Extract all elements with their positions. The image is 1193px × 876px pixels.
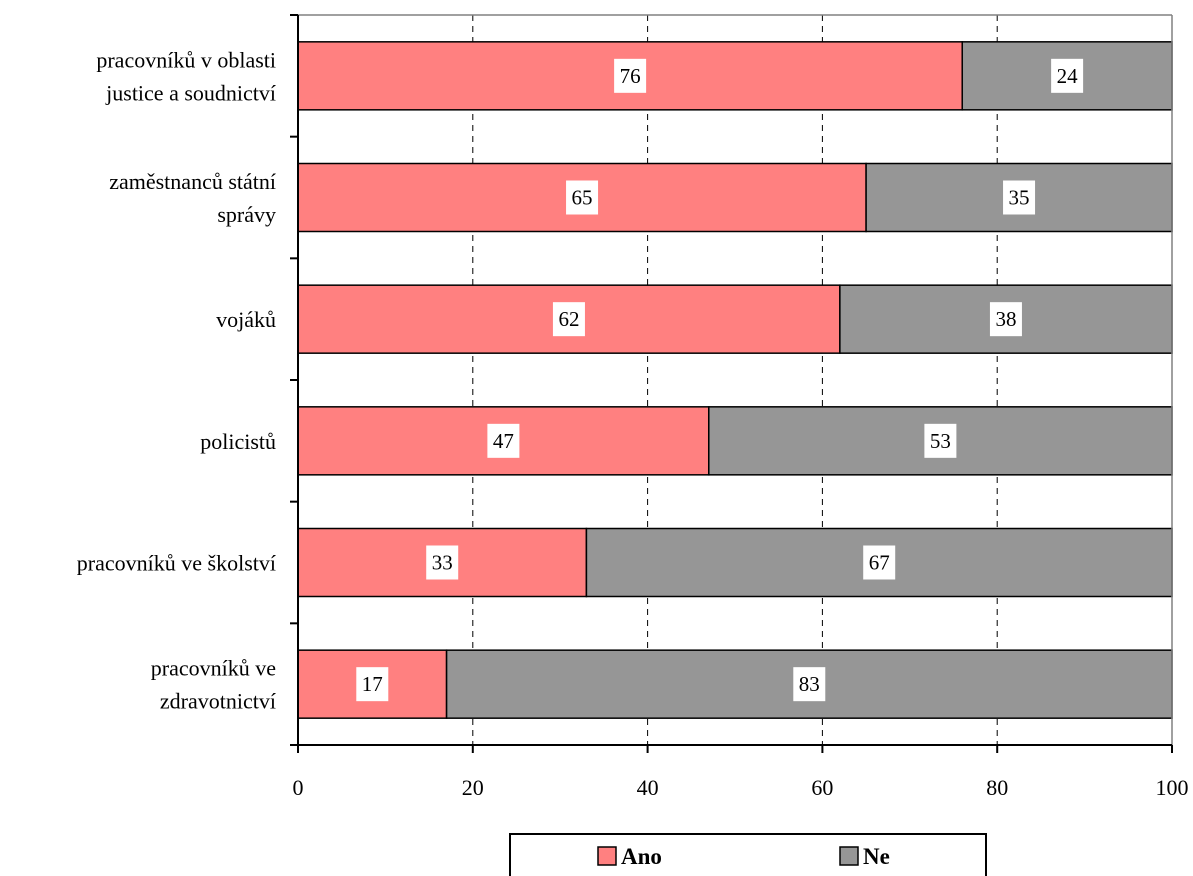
data-label-box-ano-1 xyxy=(566,180,599,215)
legend-box xyxy=(509,833,987,876)
data-label-ano-1: 65 xyxy=(572,186,593,210)
category-label-4-0: pracovníků ve školství xyxy=(77,551,276,576)
data-label-ne-4: 67 xyxy=(869,551,890,575)
category-label-3-0: policistů xyxy=(200,429,276,454)
x-tick-label-0: 0 xyxy=(293,775,304,800)
legend-swatch-ne xyxy=(839,846,859,866)
x-tick-label-20: 20 xyxy=(462,775,484,800)
data-label-box-ne-1 xyxy=(1003,180,1036,215)
bars xyxy=(297,41,1173,719)
x-tick-label-80: 80 xyxy=(986,775,1008,800)
data-label-box-ano-2 xyxy=(552,302,585,337)
data-label-ne-3: 53 xyxy=(930,429,951,453)
data-label-box-ano-5 xyxy=(356,667,389,702)
category-label-0-0: pracovníků v oblasti xyxy=(96,47,276,72)
data-label-box-ano-4 xyxy=(426,545,459,580)
category-label-5-0: pracovníků ve xyxy=(151,656,276,681)
data-label-box-ne-4 xyxy=(863,545,896,580)
data-label-ne-5: 83 xyxy=(799,672,820,696)
data-label-box-ne-2 xyxy=(989,302,1022,337)
legend: Ano Ne xyxy=(509,833,987,876)
data-label-ano-2: 62 xyxy=(558,307,579,331)
data-label-box-ano-0 xyxy=(614,58,647,93)
legend-label-ano: Ano xyxy=(621,844,662,869)
labels: 76 24 pracovníků v oblasti justice a soudni… xyxy=(77,47,1084,714)
data-label-ano-4: 33 xyxy=(432,551,453,575)
category-label-2-0: vojáků xyxy=(216,307,276,332)
data-label-box-ne-5 xyxy=(793,667,826,702)
data-label-ne-0: 24 xyxy=(1057,64,1079,88)
legend-swatch-ano xyxy=(597,846,617,866)
x-tick-label-100: 100 xyxy=(1156,775,1189,800)
category-label-1-1: správy xyxy=(217,202,276,227)
data-label-box-ne-0 xyxy=(1051,58,1084,93)
x-tick-label-40: 40 xyxy=(637,775,659,800)
category-label-5-1: zdravotnictví xyxy=(160,689,276,714)
data-label-ano-5: 17 xyxy=(362,672,383,696)
category-label-0-1: justice a soudnictví xyxy=(105,80,276,105)
x-tick-label-60: 60 xyxy=(811,775,833,800)
legend-label-ne: Ne xyxy=(863,844,890,869)
axes: 0 20 40 60 80 100 xyxy=(290,14,1189,800)
data-label-box-ano-3 xyxy=(487,423,520,458)
grid-lines xyxy=(472,15,998,745)
data-label-ne-2: 38 xyxy=(995,307,1016,331)
data-label-ne-1: 35 xyxy=(1009,186,1030,210)
data-label-box-ne-3 xyxy=(924,423,957,458)
data-label-ano-3: 47 xyxy=(493,429,514,453)
category-label-1-0: zaměstnanců státní xyxy=(109,169,276,194)
data-label-ano-0: 76 xyxy=(620,64,641,88)
